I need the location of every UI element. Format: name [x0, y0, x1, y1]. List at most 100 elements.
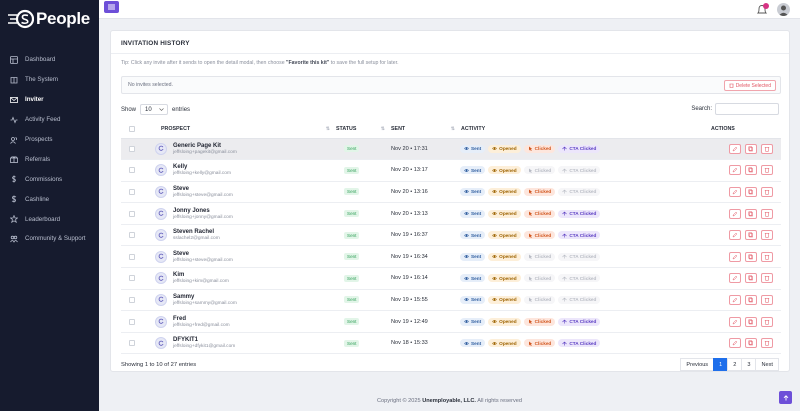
action-button[interactable]: [729, 316, 741, 327]
actions: [729, 230, 781, 241]
sent-date: Nov 20 • 13:17: [391, 167, 428, 174]
nav-icon: [10, 156, 18, 164]
user-avatar[interactable]: [777, 3, 790, 16]
action-button[interactable]: [745, 273, 757, 284]
row-checkbox[interactable]: [129, 275, 135, 282]
cell: Nov 19 • 16:34: [391, 245, 461, 269]
action-button[interactable]: [761, 338, 773, 349]
chip-icon: [492, 320, 498, 324]
chip-icon: [492, 168, 498, 172]
notifications[interactable]: [756, 3, 770, 16]
action-button[interactable]: [761, 208, 773, 219]
length-select[interactable]: 10: [140, 104, 169, 115]
action-button[interactable]: [761, 316, 773, 327]
nav-item[interactable]: Referrals: [0, 149, 99, 169]
row-checkbox[interactable]: [129, 340, 135, 347]
logo[interactable]: People: [8, 6, 90, 32]
delete-selected-button[interactable]: Delete Selected: [723, 80, 776, 91]
action-button[interactable]: [745, 338, 757, 349]
nav-label: Referrals: [25, 155, 51, 163]
page-number[interactable]: 2: [727, 358, 743, 371]
prospect-avatar: [155, 142, 167, 155]
chip-label: Clicked: [534, 211, 552, 217]
row-checkbox[interactable]: [129, 296, 135, 303]
page-number[interactable]: 3: [741, 358, 757, 371]
invite-row[interactable]: Steve jeffsloing+steve@gmail.com Sent Nov 1…: [121, 245, 781, 269]
menu-button[interactable]: [104, 1, 119, 13]
search-input[interactable]: [715, 103, 779, 115]
refresh-icon: [158, 297, 163, 303]
page-number[interactable]: 1: [713, 358, 729, 371]
nav-item[interactable]: Commissions: [0, 169, 99, 189]
refresh-icon: [158, 253, 163, 259]
action-button[interactable]: [761, 294, 773, 305]
action-button[interactable]: [761, 165, 773, 176]
prospect: Steve jeffsloing+steve@gmail.com: [155, 185, 336, 198]
action-button[interactable]: [745, 208, 757, 219]
row-checkbox[interactable]: [129, 145, 135, 152]
chip-icon: [528, 211, 532, 217]
action-button[interactable]: [745, 143, 757, 154]
action-button[interactable]: [761, 143, 773, 154]
nav-item[interactable]: Community & Support: [0, 229, 99, 249]
invite-row[interactable]: Steven Rachel sslachel2@gmail.com Sent Nov …: [121, 224, 781, 247]
prospect-email: jeffsloing+dfykit1@gmail.com: [173, 344, 236, 350]
activity-chip: Clicked: [523, 144, 556, 153]
invite-row[interactable]: DFYKIT1 jeffsloing+dfykit1@gmail.com Sent N…: [121, 332, 781, 355]
nav-item[interactable]: Leaderboard: [0, 209, 99, 229]
invite-row[interactable]: Fred jeffsloing+fred@gmail.com Sent Nov 19 …: [121, 310, 781, 333]
select-all-checkbox[interactable]: [129, 125, 135, 132]
action-button[interactable]: [729, 294, 741, 305]
page-previous[interactable]: Previous: [680, 358, 715, 371]
action-icon: [748, 146, 753, 152]
action-button[interactable]: [745, 186, 757, 197]
action-button[interactable]: [745, 230, 757, 241]
action-button[interactable]: [745, 294, 757, 305]
activity: Sent Opened Clicked CTA Clicked: [460, 274, 711, 283]
action-button[interactable]: [761, 230, 773, 241]
invite-row[interactable]: Sammy jeffsloing+sammy@gmail.com Sent Nov 1…: [121, 289, 781, 312]
action-button[interactable]: [729, 143, 741, 154]
action-button[interactable]: [729, 338, 741, 349]
nav-item[interactable]: Prospects: [0, 130, 99, 150]
row-checkbox[interactable]: [129, 232, 135, 239]
nav-item[interactable]: Dashboard: [0, 50, 99, 70]
page-next[interactable]: Next: [755, 358, 779, 371]
chip-label: CTA Clicked: [569, 167, 597, 173]
row-checkbox[interactable]: [129, 210, 135, 217]
action-button[interactable]: [745, 165, 757, 176]
action-button[interactable]: [761, 186, 773, 197]
action-button[interactable]: [761, 273, 773, 284]
action-button[interactable]: [745, 316, 757, 327]
nav-item[interactable]: Activity Feed: [0, 110, 99, 130]
invite-row[interactable]: Kim jeffsloing+kim@gmail.com Sent Nov 19 • …: [121, 267, 781, 290]
footer-text: All rights reserved: [475, 398, 522, 404]
invite-row[interactable]: Generic Page Kit jeffsloing+pagekit@gmail…: [121, 138, 781, 161]
action-button[interactable]: [729, 230, 741, 241]
row-checkbox[interactable]: [129, 253, 135, 260]
invite-row[interactable]: Steve jeffsloing+steve@gmail.com Sent Nov 2…: [121, 181, 781, 204]
cell: Steve jeffsloing+steve@gmail.com: [155, 245, 336, 269]
row-checkbox[interactable]: [129, 167, 135, 174]
action-button[interactable]: [729, 273, 741, 284]
nav-item[interactable]: The System: [0, 70, 99, 90]
action-button[interactable]: [729, 251, 741, 262]
chip-icon: [464, 298, 469, 302]
action-button[interactable]: [745, 251, 757, 262]
action-button[interactable]: [729, 208, 741, 219]
row-checkbox[interactable]: [129, 188, 135, 195]
row-checkbox[interactable]: [129, 318, 135, 325]
cell: [121, 310, 161, 333]
action-button[interactable]: [729, 186, 741, 197]
scroll-top-button[interactable]: [779, 391, 792, 404]
chip-label: CTA Clicked: [569, 297, 597, 303]
nav-item[interactable]: Inviter: [0, 90, 99, 110]
column-label: STATUS: [336, 125, 357, 132]
action-button[interactable]: [761, 251, 773, 262]
nav-icon: [10, 116, 18, 124]
invite-row[interactable]: Kelly jeffsloing+kelly@gmail.com Sent Nov 2…: [121, 159, 781, 182]
nav-item[interactable]: Cashline: [0, 189, 99, 209]
invite-row[interactable]: Jonny Jones jeffsloing+jonny@gmail.com Sen…: [121, 202, 781, 225]
prospect-name: Fred: [173, 315, 187, 322]
action-button[interactable]: [729, 165, 741, 176]
